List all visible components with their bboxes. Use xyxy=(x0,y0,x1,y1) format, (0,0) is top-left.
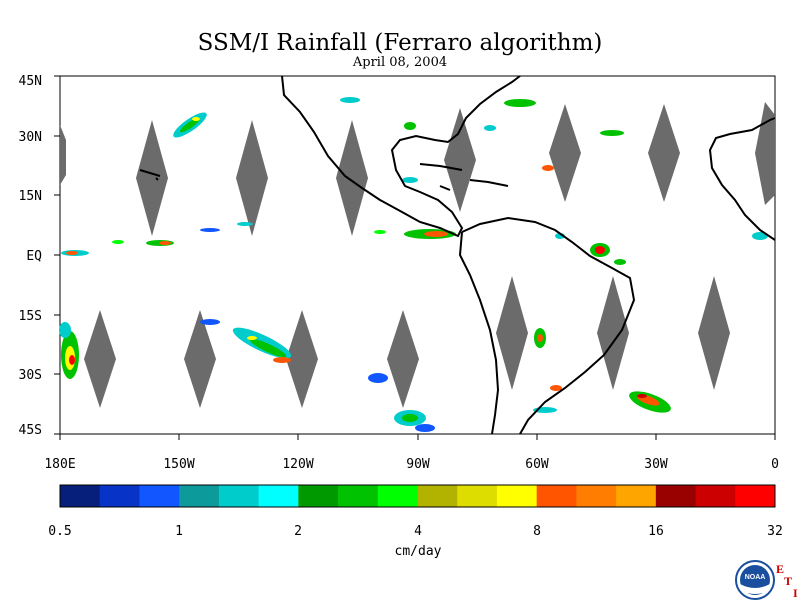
swath-diamond xyxy=(184,310,216,408)
colorbar-cell xyxy=(298,485,339,507)
pacific-islands xyxy=(139,169,161,181)
colorbar-cell xyxy=(417,485,458,507)
lon-labels: 180E 150W 120W 90W 60W 30W 0 xyxy=(44,457,779,472)
colorbar-cell xyxy=(258,485,299,507)
map-ticks xyxy=(54,75,776,440)
colorbar-cell xyxy=(536,485,577,507)
rain-patch-central-america xyxy=(374,177,456,239)
lon-label: 180E xyxy=(44,457,75,472)
colorbar-frame xyxy=(59,484,776,508)
lon-label: 150W xyxy=(163,457,194,472)
swath-diamond xyxy=(336,120,368,236)
caribbean xyxy=(419,163,509,191)
swath-diamond xyxy=(496,276,528,390)
lat-label: EQ xyxy=(26,249,42,264)
colorbar-tick: 16 xyxy=(648,524,664,539)
swath-diamond xyxy=(387,310,419,408)
colorbar-tick: 0.5 xyxy=(48,524,71,539)
colorbar-cell xyxy=(338,485,379,507)
colorbar-cell xyxy=(616,485,657,507)
colorbar-cell xyxy=(139,485,180,507)
colorbar-cell xyxy=(576,485,617,507)
swath-diamond xyxy=(444,108,476,212)
lat-label: 30S xyxy=(19,368,42,383)
colorbar-cell xyxy=(655,485,697,507)
coastlines xyxy=(139,75,776,435)
etl-letter: T xyxy=(784,574,792,588)
lat-label: 45N xyxy=(19,74,42,89)
swath-diamond xyxy=(597,276,629,390)
lat-label: 15S xyxy=(19,309,42,324)
swath-diamond xyxy=(84,310,116,408)
colorbar-cell xyxy=(457,485,498,507)
colorbar xyxy=(60,485,776,507)
colorbar-cell xyxy=(60,485,101,507)
swath-diamond xyxy=(236,120,268,236)
lon-label: 120W xyxy=(282,457,313,472)
colorbar-cell xyxy=(735,485,776,507)
colorbar-tick: 4 xyxy=(414,524,422,539)
etl-letter: I xyxy=(793,586,798,600)
colorbar-cell xyxy=(218,485,260,507)
colorbar-labels: 0.5 1 2 4 8 16 32 cm/day xyxy=(48,524,783,559)
map-title: SSM/I Rainfall (Ferraro algorithm) xyxy=(197,30,603,56)
colorbar-unit: cm/day xyxy=(395,544,442,559)
africa-coast xyxy=(708,117,776,241)
map-date: April 08, 2004 xyxy=(352,55,448,70)
swath-diamond xyxy=(648,104,680,202)
colorbar-cell xyxy=(377,485,418,507)
rain-patch-south-atl xyxy=(533,385,671,413)
lon-label: 0 xyxy=(771,457,779,472)
rain-patch-spcz xyxy=(59,322,79,379)
south-america-coast xyxy=(458,216,636,435)
noaa-logo: NOAA xyxy=(735,560,775,600)
north-america-coast xyxy=(281,75,521,238)
lat-labels: 45N 30N 15N EQ 15S 30S 45S xyxy=(19,74,43,438)
colorbar-tick: 2 xyxy=(294,524,302,539)
swath-diamond xyxy=(755,102,775,205)
swath-diamond xyxy=(549,104,581,202)
lat-label: 45S xyxy=(19,423,42,438)
missing-data-swaths xyxy=(60,102,775,408)
rain-patch-itcz-west xyxy=(61,222,253,256)
rain-patch-south-pac xyxy=(200,319,292,363)
swath-diamond xyxy=(698,276,730,390)
noaa-logo-text: NOAA xyxy=(745,574,766,581)
lon-label: 90W xyxy=(406,457,430,472)
lon-label: 30W xyxy=(644,457,668,472)
rain-areas xyxy=(59,97,768,432)
colorbar-cell xyxy=(99,485,140,507)
lon-label: 60W xyxy=(525,457,549,472)
colorbar-cell xyxy=(695,485,736,507)
colorbar-tick: 1 xyxy=(175,524,183,539)
rain-patch-npac xyxy=(173,112,207,138)
colorbar-cell xyxy=(179,485,220,507)
colorbar-tick: 32 xyxy=(767,524,783,539)
etl-letters: E T I xyxy=(776,562,798,600)
etl-letter: E xyxy=(776,562,784,576)
lat-label: 30N xyxy=(19,130,42,145)
swath-diamond xyxy=(136,120,168,236)
rain-patch-se-pac xyxy=(368,373,435,432)
swath-diamond xyxy=(60,125,66,185)
lat-label: 15N xyxy=(19,189,42,204)
colorbar-tick: 8 xyxy=(533,524,541,539)
colorbar-cell xyxy=(496,485,538,507)
rain-patch-north-atl xyxy=(340,97,624,171)
swath-diamond xyxy=(286,310,318,408)
